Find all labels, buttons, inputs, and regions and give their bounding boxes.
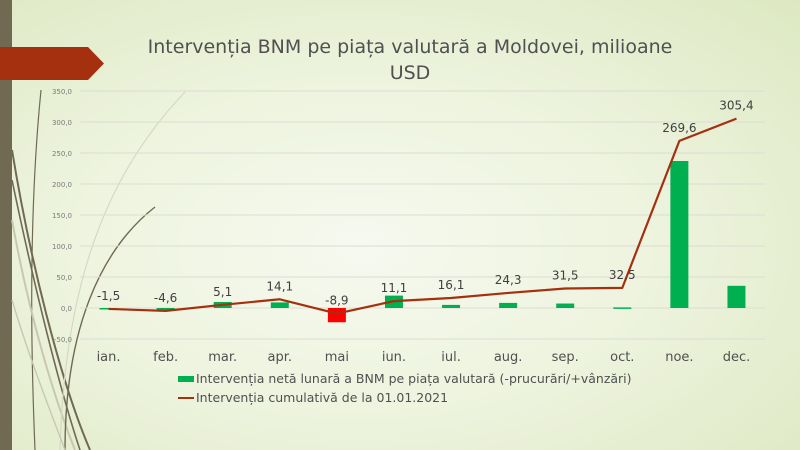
bar	[499, 302, 518, 308]
bar	[156, 308, 175, 310]
data-label: 16,1	[438, 278, 465, 292]
x-tick-label: ian.	[97, 350, 121, 365]
x-tick-label: oct.	[610, 350, 634, 365]
data-label: -8,9	[325, 294, 348, 308]
data-label: -4,6	[154, 291, 177, 305]
y-tick-label: 150,0	[52, 212, 72, 220]
x-tick-label: mar.	[208, 350, 237, 365]
legend-swatch-bar	[178, 375, 194, 382]
bar	[670, 160, 689, 308]
y-tick-label: 200,0	[52, 181, 72, 189]
legend-swatch-line	[178, 396, 194, 399]
x-tick-label: iul.	[441, 350, 461, 365]
legend-item-cumulative: Intervenția cumulativă de la 01.01.2021	[178, 388, 632, 407]
y-tick-label: 50,0	[56, 274, 72, 282]
data-label: 269,6	[662, 121, 696, 135]
x-tick-label: apr.	[268, 350, 293, 365]
bar	[327, 308, 346, 323]
x-tick-label: noe.	[665, 350, 693, 365]
x-tick-label: aug.	[494, 350, 523, 365]
slide-side-bar	[0, 0, 12, 450]
x-tick-label: iun.	[382, 350, 406, 365]
y-tick-label: 100,0	[52, 243, 72, 251]
y-tick-label: 0,0	[61, 305, 72, 313]
bar	[613, 307, 632, 309]
legend-label-monthly: Intervenția netă lunară a BNM pe piața v…	[196, 371, 632, 386]
chart-title: Intervenția BNM pe piața valutară a Mold…	[110, 34, 710, 86]
y-tick-label: 300,0	[52, 119, 72, 127]
x-tick-label: mai	[325, 350, 349, 365]
bar	[270, 302, 289, 308]
data-label: -1,5	[97, 289, 120, 303]
data-label: 31,5	[552, 268, 579, 282]
y-tick-label: -50,0	[54, 336, 72, 344]
bar	[442, 304, 461, 308]
y-tick-label: 350,0	[52, 88, 72, 96]
x-tick-label: dec.	[723, 350, 751, 365]
data-label: 11,1	[381, 281, 408, 295]
data-label: 24,3	[495, 273, 522, 287]
data-label: 5,1	[213, 285, 232, 299]
chart-title-line-1: Intervenția BNM pe piața valutară a Mold…	[147, 36, 673, 58]
y-tick-label: 250,0	[52, 150, 72, 158]
x-tick-label: feb.	[153, 350, 178, 365]
legend-label-cumulative: Intervenția cumulativă de la 01.01.2021	[196, 390, 449, 405]
x-tick-label: sep.	[552, 350, 579, 365]
bar	[99, 308, 118, 310]
bar	[556, 303, 575, 308]
data-label: 32,5	[609, 268, 636, 282]
legend-item-monthly: Intervenția netă lunară a BNM pe piața v…	[178, 369, 632, 388]
data-label: 14,1	[266, 279, 293, 293]
cumulative-line	[108, 117, 737, 315]
bar	[727, 285, 746, 308]
chart-legend: Intervenția netă lunară a BNM pe piața v…	[178, 369, 632, 407]
data-label: 305,4	[719, 99, 753, 113]
title-arrow-banner	[0, 47, 104, 80]
chart-title-line-2: USD	[389, 62, 431, 84]
